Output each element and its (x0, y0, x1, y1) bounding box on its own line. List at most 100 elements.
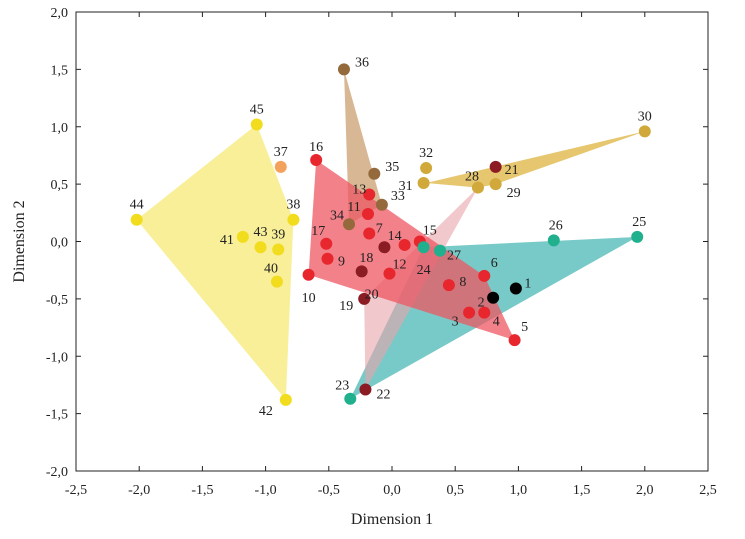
data-point-29 (489, 178, 502, 191)
data-point-label-40: 40 (264, 262, 278, 277)
brown-group-hull (343, 69, 382, 225)
data-point-45 (250, 118, 263, 131)
data-point-25 (631, 230, 644, 243)
data-point-label-3: 3 (452, 315, 459, 330)
data-point-32 (420, 162, 433, 175)
data-point-39 (272, 243, 285, 256)
data-point-label-32: 32 (419, 146, 433, 161)
data-point-label-13: 13 (352, 182, 366, 197)
y-tick-label: 0,0 (51, 236, 69, 251)
data-point-label-35: 35 (385, 160, 399, 175)
data-point-43 (254, 241, 267, 254)
data-point-label-43: 43 (254, 225, 268, 240)
data-point-20 (355, 265, 368, 278)
data-point-label-15: 15 (423, 224, 437, 239)
data-point-label-38: 38 (286, 198, 300, 213)
data-point-label-36: 36 (355, 55, 369, 70)
y-axis-title: Dimension 2 (11, 200, 28, 282)
data-point-31 (417, 176, 430, 189)
data-point-label-34: 34 (330, 208, 344, 223)
data-point-label-8: 8 (459, 275, 466, 290)
data-point-5 (508, 334, 521, 347)
data-point-label-42: 42 (259, 404, 273, 419)
data-point-label-2: 2 (478, 296, 485, 311)
data-point-label-20: 20 (365, 287, 379, 302)
data-point-label-30: 30 (638, 109, 652, 124)
x-tick-label: 2,0 (636, 483, 654, 498)
data-point-label-5: 5 (521, 320, 528, 335)
data-point-18 (378, 241, 391, 254)
data-point-38 (287, 213, 300, 226)
x-tick-label: 0,0 (383, 483, 401, 498)
data-point-34 (343, 218, 356, 231)
data-point-label-21: 21 (505, 163, 519, 178)
data-point-2 (487, 291, 500, 304)
y-tick-label: 2,0 (51, 6, 69, 21)
x-tick-label: -2,0 (128, 483, 150, 498)
x-tick-label: 1,5 (573, 483, 591, 498)
data-point-13 (363, 188, 376, 201)
x-tick-label: -1,0 (255, 483, 277, 498)
y-tick-label: 1,0 (51, 121, 69, 136)
data-point-3 (463, 306, 476, 319)
data-point-36 (337, 63, 350, 76)
data-point-44 (130, 213, 143, 226)
data-point-37 (274, 160, 287, 173)
data-point-42 (279, 393, 292, 406)
data-point-35 (368, 167, 381, 180)
data-point-label-14: 14 (388, 229, 402, 244)
data-point-label-41: 41 (220, 233, 234, 248)
data-point-28 (471, 181, 484, 194)
y-tick-label: -1,0 (46, 350, 68, 365)
data-point-26 (547, 234, 560, 247)
data-point-41 (236, 230, 249, 243)
x-axis-title: Dimension 1 (351, 511, 433, 528)
data-point-label-31: 31 (399, 179, 413, 194)
data-point-8 (442, 279, 455, 292)
data-point-40 (270, 275, 283, 288)
data-point-4 (478, 306, 491, 319)
data-point-label-27: 27 (447, 249, 461, 264)
x-tick-label: 0,5 (446, 483, 464, 498)
data-point-1 (509, 282, 522, 295)
data-point-17 (320, 237, 333, 250)
data-point-label-29: 29 (507, 186, 521, 201)
y-tick-label: -2,0 (46, 465, 68, 480)
data-point-label-23: 23 (335, 379, 349, 394)
data-point-9 (321, 252, 334, 265)
data-point-label-39: 39 (271, 228, 285, 243)
y-tick-label: -1,5 (46, 408, 68, 423)
data-point-label-17: 17 (311, 224, 325, 239)
data-point-6 (478, 269, 491, 282)
data-point-7 (363, 227, 376, 240)
data-point-label-33: 33 (391, 189, 405, 204)
data-point-label-37: 37 (274, 145, 288, 160)
data-point-30 (638, 125, 651, 138)
data-point-label-24: 24 (417, 263, 431, 278)
data-point-label-4: 4 (493, 315, 500, 330)
x-tick-label: 2,5 (699, 483, 717, 498)
y-tick-label: 1,5 (51, 63, 69, 78)
x-tick-label: 1,0 (510, 483, 528, 498)
data-point-label-10: 10 (302, 291, 316, 306)
axis-ticks: -2,5 -2,0 -1,5 -1,0 -0,5 0,0 0,5 1,0 1,5 2,0 2,5 -2… (46, 6, 717, 498)
data-point-label-6: 6 (491, 256, 498, 271)
data-point-label-19: 19 (339, 299, 353, 314)
data-point-16 (310, 154, 323, 167)
data-point-label-28: 28 (465, 170, 479, 185)
data-point-label-44: 44 (130, 198, 144, 213)
data-point-21 (489, 160, 502, 173)
data-point-10 (302, 268, 315, 281)
data-point-23 (344, 392, 357, 405)
data-point-label-45: 45 (250, 102, 264, 117)
data-point-label-1: 1 (524, 277, 531, 292)
x-tick-label: -0,5 (318, 483, 340, 498)
data-point-label-18: 18 (359, 251, 373, 266)
x-tick-label: -2,5 (65, 483, 87, 498)
data-point-label-11: 11 (347, 200, 360, 215)
gold-group-hull (426, 131, 645, 188)
x-tick-label: -1,5 (191, 483, 213, 498)
data-point-label-26: 26 (549, 218, 563, 233)
